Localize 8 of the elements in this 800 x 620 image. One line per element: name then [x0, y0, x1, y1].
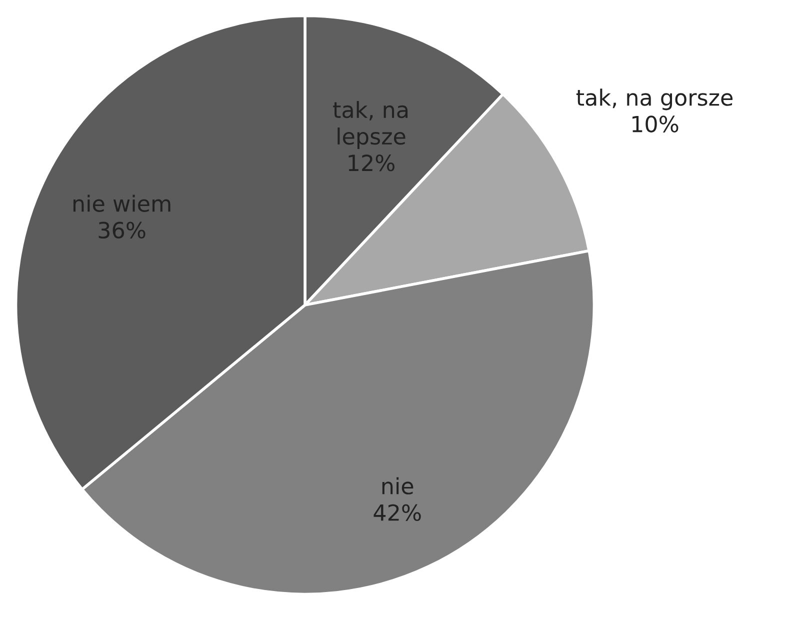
- slice-label: tak, na gorsze: [576, 88, 732, 110]
- slice-label: nie: [382, 477, 414, 494]
- slice-label: nie wiem: [74, 194, 170, 212]
- slice-label: tak, na lepsze: [333, 100, 408, 150]
- data-label: 12%: [348, 154, 394, 172]
- data-label: 10%: [632, 116, 678, 132]
- data-label: 42%: [374, 504, 421, 521]
- data-label: 36%: [98, 222, 146, 239]
